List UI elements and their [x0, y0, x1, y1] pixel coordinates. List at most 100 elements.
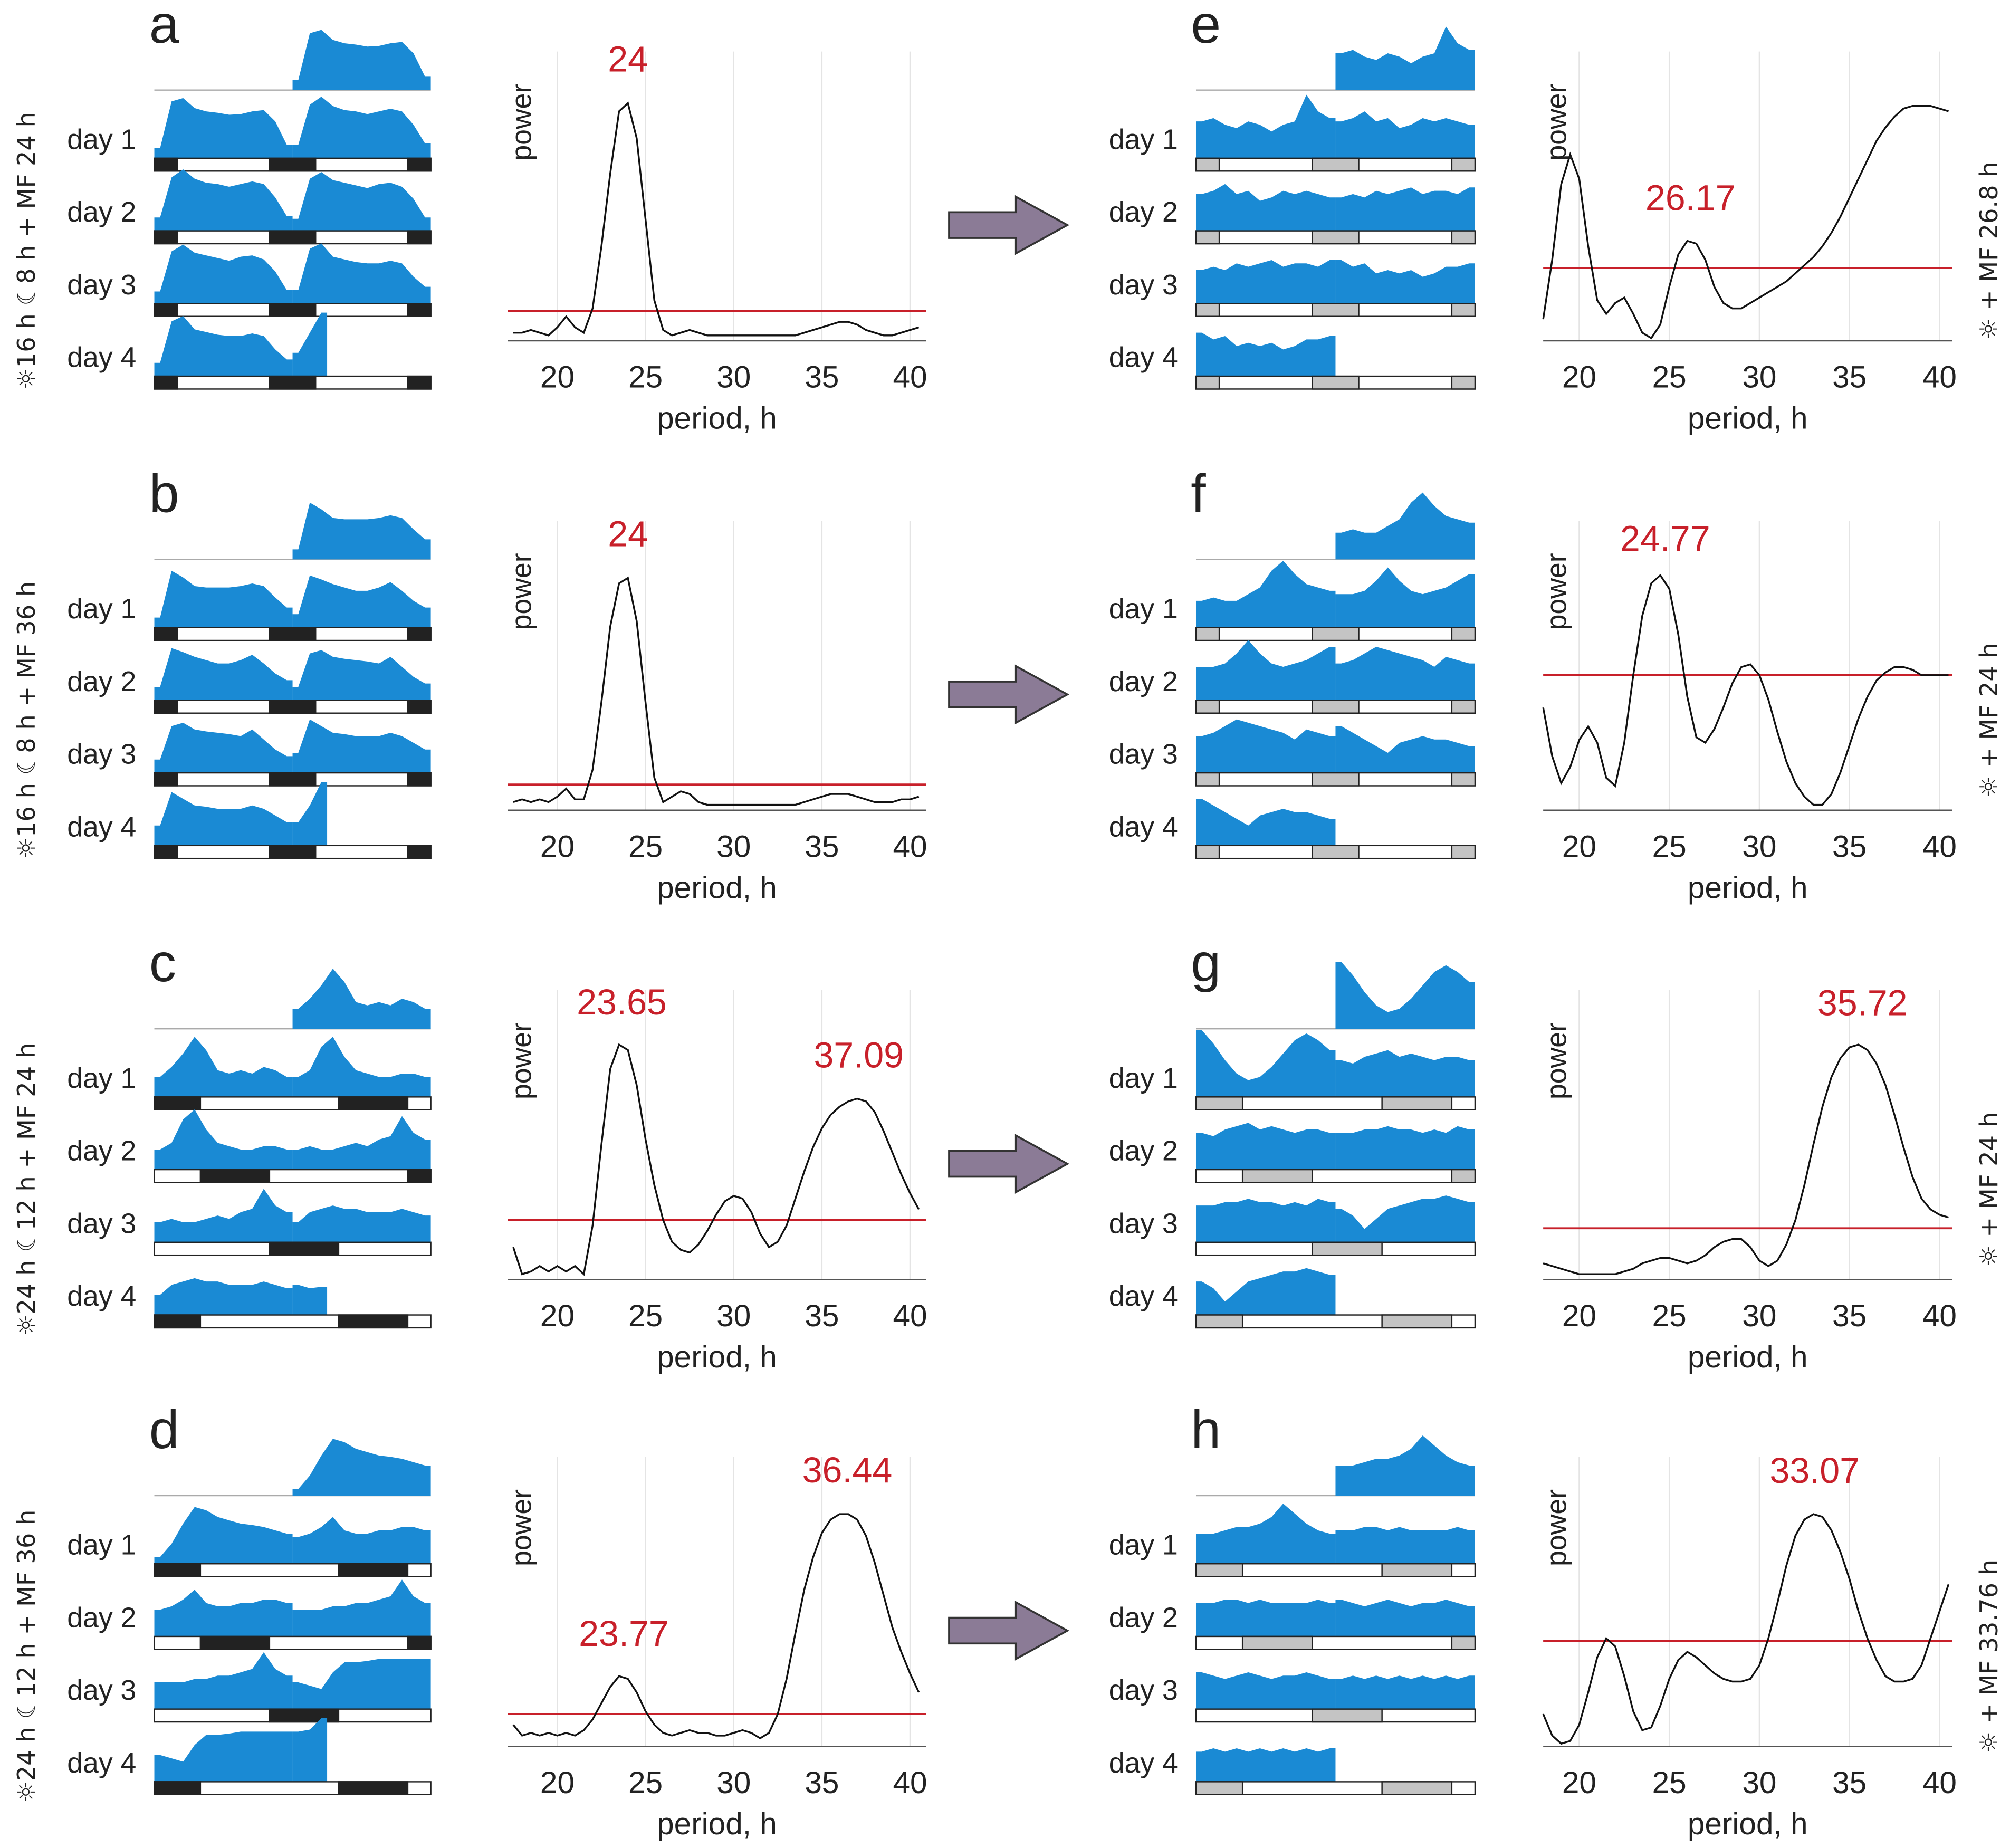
row-label: day 2: [67, 1602, 136, 1633]
y-axis-label: power: [1541, 84, 1573, 161]
peak-label: 36.44: [802, 1450, 893, 1490]
x-tick-label: 25: [628, 1299, 663, 1333]
y-axis-label: power: [505, 553, 537, 630]
dark-interval: [269, 157, 317, 172]
dark-interval: [154, 700, 178, 714]
dark-interval: [1195, 375, 1220, 390]
periodogram-line: [512, 1043, 920, 1276]
arrow: [948, 1134, 1070, 1194]
x-tick-label: 40: [1922, 1766, 1957, 1800]
condition-label: ☼16 h ☾8 h + MF 24 h: [12, 112, 41, 390]
dark-interval: [1312, 303, 1360, 317]
x-tick-label: 35: [1832, 1766, 1867, 1800]
row-label: day 3: [1109, 739, 1178, 770]
dark-interval: [154, 1563, 202, 1577]
activity-area: [154, 1590, 293, 1636]
activity-area: [154, 1189, 293, 1242]
x-tick-label: 25: [1652, 829, 1687, 864]
dark-interval: [1195, 1096, 1243, 1110]
dark-interval: [338, 1781, 409, 1795]
x-axis-label: period, h: [657, 870, 777, 905]
activity-area: [292, 782, 328, 846]
panel-label: e: [1191, 0, 1221, 54]
row-label: day 1: [67, 1529, 136, 1561]
dark-interval: [1451, 700, 1476, 714]
dark-interval: [269, 230, 317, 245]
dark-interval: [1381, 1096, 1453, 1110]
activity-area: [292, 1285, 328, 1315]
row-label: day 2: [1109, 1602, 1178, 1633]
peak-label: 23.77: [579, 1614, 669, 1654]
row-label: day 1: [1109, 593, 1178, 625]
dark-interval: [1241, 1635, 1313, 1650]
dark-interval: [407, 375, 432, 390]
dark-interval: [154, 1096, 202, 1110]
dark-interval: [154, 627, 178, 641]
dark-interval: [1312, 627, 1360, 641]
condition-label: ☼24 h ☾12 h + MF 36 h: [12, 1510, 41, 1803]
activity-area: [1335, 1195, 1475, 1242]
row-label: day 2: [1109, 666, 1178, 697]
activity-area: [1195, 1123, 1336, 1170]
periodogram-line: [1542, 1513, 1950, 1745]
activity-area: [1195, 1672, 1336, 1709]
arrow: [948, 1601, 1070, 1661]
row-label: day 3: [67, 1208, 136, 1239]
dark-interval: [1312, 157, 1360, 172]
activity-area: [292, 30, 431, 90]
activity-area: [1195, 1030, 1336, 1097]
arrows: [948, 195, 1070, 1661]
dark-interval: [269, 845, 317, 859]
x-tick-label: 35: [805, 360, 839, 395]
x-tick-label: 30: [1742, 1766, 1776, 1800]
activity-area: [1335, 260, 1475, 304]
dark-interval: [1195, 845, 1220, 859]
dark-interval: [1451, 845, 1476, 859]
dark-interval: [1451, 157, 1476, 172]
dark-interval: [1195, 1781, 1243, 1795]
activity-area: [292, 575, 431, 628]
dark-interval: [1195, 230, 1220, 245]
activity-area: [1195, 94, 1336, 158]
activity-area: [292, 969, 431, 1029]
x-tick-label: 20: [540, 829, 575, 864]
row-label: day 4: [67, 811, 136, 842]
y-axis-label: power: [505, 84, 537, 161]
row-label: day 1: [67, 1062, 136, 1094]
activity-area: [154, 648, 293, 701]
activity-area: [1195, 184, 1336, 231]
arrow: [948, 195, 1070, 255]
x-axis-label: period, h: [657, 1807, 777, 1841]
dark-interval: [1451, 303, 1476, 317]
x-tick-label: 20: [1562, 360, 1596, 395]
dark-interval: [269, 303, 317, 317]
x-tick-label: 20: [540, 360, 575, 395]
dark-interval: [407, 157, 432, 172]
row-label: day 2: [67, 666, 136, 697]
x-tick-label: 30: [1742, 1299, 1776, 1333]
row-label: day 1: [1109, 123, 1178, 155]
x-tick-label: 35: [1832, 360, 1867, 395]
activity-area: [154, 1507, 293, 1564]
condition-label: ☼ + MF 24 h: [1975, 643, 2003, 798]
x-tick-label: 35: [805, 1766, 839, 1800]
dark-interval: [407, 1169, 432, 1183]
row-label: day 4: [1109, 1747, 1178, 1779]
dark-interval: [154, 157, 178, 172]
activity-area: [292, 1205, 431, 1242]
x-tick-label: 25: [1652, 1299, 1687, 1333]
dark-interval: [407, 772, 432, 787]
row-label: day 2: [1109, 1135, 1178, 1167]
dark-interval: [407, 303, 432, 317]
activity-area: [154, 244, 293, 304]
row-label: day 3: [1109, 1674, 1178, 1706]
row-label: day 2: [67, 1135, 136, 1167]
peak-label: 35.72: [1817, 983, 1908, 1023]
condition-label: ☼ + MF 26.8 h: [1975, 161, 2003, 340]
peak-label: 37.09: [813, 1035, 904, 1075]
activity-area: [292, 243, 431, 304]
dark-interval: [269, 627, 317, 641]
activity-area: [292, 97, 431, 158]
dark-interval: [1195, 1314, 1243, 1329]
